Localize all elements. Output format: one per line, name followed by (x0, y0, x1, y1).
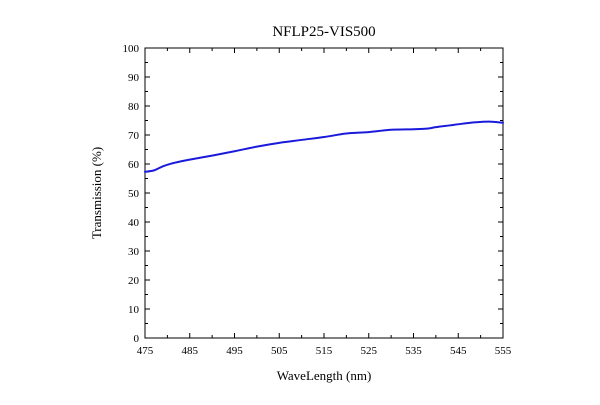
transmission-line (144, 120, 504, 173)
chart-title: NFLP25-VIS500 (272, 24, 375, 40)
y-tick-label: 80 (128, 101, 140, 113)
y-tick-label: 100 (123, 43, 140, 55)
y-axis-title: Transmission (%) (89, 147, 104, 239)
y-tick-label: 60 (128, 159, 140, 171)
plot-frame (144, 47, 504, 339)
x-tick-label: 475 (137, 345, 154, 357)
y-tick-label: 10 (128, 304, 140, 316)
x-tick-label: 515 (316, 345, 333, 357)
y-axis: 0 10 20 30 40 50 60 70 80 90 100 (123, 43, 503, 345)
x-axis-title: WaveLength (nm) (277, 368, 372, 383)
y-tick-label: 70 (128, 130, 140, 142)
x-tick-label: 525 (361, 345, 378, 357)
x-tick-label: 485 (182, 345, 199, 357)
x-axis: 475 485 495 505 515 525 535 545 555 (137, 48, 512, 357)
x-tick-label: 545 (450, 345, 467, 357)
y-tick-label: 50 (128, 188, 140, 200)
series-layer (144, 120, 504, 173)
y-tick-label: 40 (128, 217, 140, 229)
y-tick-label: 90 (128, 72, 140, 84)
x-tick-label: 535 (405, 345, 422, 357)
y-tick-label: 20 (128, 275, 140, 287)
y-tick-label: 0 (134, 333, 140, 345)
x-tick-label: 505 (271, 345, 288, 357)
y-tick-label: 30 (128, 246, 140, 258)
x-tick-label: 555 (495, 345, 512, 357)
x-tick-label: 495 (226, 345, 243, 357)
